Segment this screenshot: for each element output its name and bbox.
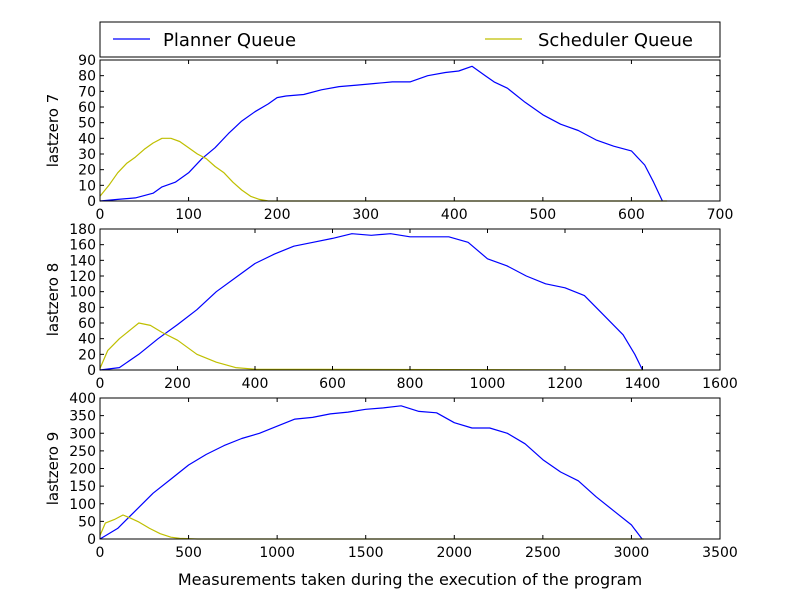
x-tick-label: 0 bbox=[96, 376, 105, 392]
y-tick-label: 250 bbox=[69, 444, 96, 460]
y-tick-label: 20 bbox=[78, 347, 96, 363]
subplots: 0 100 200 300 400 500 600 700010203040506070809… bbox=[44, 53, 738, 561]
y-axis-label: lastzero 8 bbox=[44, 263, 62, 336]
x-tick-label: 700 bbox=[707, 207, 734, 223]
y-axis-label: lastzero 7 bbox=[44, 94, 62, 167]
y-tick-label: 50 bbox=[78, 514, 96, 530]
x-tick-label: 400 bbox=[441, 207, 468, 223]
y-tick-label: 10 bbox=[78, 178, 96, 194]
x-tick-label: 1200 bbox=[547, 376, 583, 392]
x-tick-label: 600 bbox=[319, 376, 346, 392]
y-tick-label: 120 bbox=[69, 269, 96, 285]
x-tick-label: 100 bbox=[175, 207, 202, 223]
x-tick-label: 1400 bbox=[625, 376, 661, 392]
x-tick-label: 0 bbox=[96, 545, 105, 561]
legend-label-scheduler: Scheduler Queue bbox=[538, 30, 693, 51]
y-tick-label: 80 bbox=[78, 300, 96, 316]
series-line-planner bbox=[99, 233, 644, 371]
x-tick-label: 2000 bbox=[436, 545, 472, 561]
y-tick-label: 80 bbox=[78, 69, 96, 85]
x-tick-label: 500 bbox=[175, 545, 202, 561]
x-tick-label: 1600 bbox=[702, 376, 738, 392]
x-tick-label: 1500 bbox=[348, 545, 384, 561]
y-tick-label: 150 bbox=[69, 479, 96, 495]
y-tick-label: 0 bbox=[87, 532, 96, 548]
y-tick-label: 90 bbox=[78, 53, 96, 69]
series-line-planner bbox=[99, 65, 663, 202]
series-line-scheduler bbox=[99, 322, 643, 371]
y-tick-label: 60 bbox=[78, 316, 96, 332]
y-tick-label: 160 bbox=[69, 238, 96, 254]
y-tick-label: 20 bbox=[78, 163, 96, 179]
y-tick-label: 100 bbox=[69, 497, 96, 513]
y-tick-label: 0 bbox=[87, 363, 96, 379]
x-tick-label: 300 bbox=[352, 207, 379, 223]
x-tick-label: 1000 bbox=[470, 376, 506, 392]
x-tick-label: 0 bbox=[96, 207, 105, 223]
series-line-planner bbox=[99, 405, 643, 540]
y-tick-label: 40 bbox=[78, 332, 96, 348]
x-tick-label: 400 bbox=[242, 376, 269, 392]
x-tick-label: 200 bbox=[164, 376, 191, 392]
x-tick-label: 3500 bbox=[702, 545, 738, 561]
x-tick-label: 500 bbox=[529, 207, 556, 223]
x-tick-label: 200 bbox=[264, 207, 291, 223]
y-tick-label: 70 bbox=[78, 84, 96, 100]
x-tick-label: 600 bbox=[618, 207, 645, 223]
y-tick-label: 0 bbox=[87, 194, 96, 210]
plot-frame bbox=[99, 397, 721, 540]
legend: Planner Queue Scheduler Queue bbox=[99, 21, 721, 58]
y-axis-label: lastzero 9 bbox=[44, 432, 62, 505]
y-tick-label: 200 bbox=[69, 462, 96, 478]
series-line-scheduler bbox=[99, 137, 667, 202]
y-tick-label: 50 bbox=[78, 116, 96, 132]
x-tick-label: 2500 bbox=[525, 545, 561, 561]
subplot-3: 0 500 1000 1500 2000 2500 3000 3500050100150200… bbox=[44, 391, 738, 561]
series-line-scheduler bbox=[99, 514, 644, 540]
y-tick-label: 60 bbox=[78, 100, 96, 116]
y-tick-label: 40 bbox=[78, 131, 96, 147]
x-tick-label: 1000 bbox=[259, 545, 295, 561]
subplot-2: 0 200 400 600 800 1000 1200 1400 1600 02040608010… bbox=[44, 222, 738, 392]
subplot-1: 0 100 200 300 400 500 600 700 010203040506070809… bbox=[44, 53, 733, 223]
legend-label-planner: Planner Queue bbox=[163, 30, 296, 51]
y-tick-label: 350 bbox=[69, 409, 96, 425]
x-tick-label: 800 bbox=[397, 376, 424, 392]
plot-frame bbox=[99, 59, 721, 202]
y-tick-label: 100 bbox=[69, 285, 96, 301]
plot-frame bbox=[99, 228, 721, 371]
y-tick-label: 180 bbox=[69, 222, 96, 238]
x-axis-label: Measurements taken during the execution … bbox=[178, 570, 642, 589]
y-tick-label: 300 bbox=[69, 426, 96, 442]
y-tick-label: 400 bbox=[69, 391, 96, 407]
y-tick-label: 140 bbox=[69, 253, 96, 269]
legend-box bbox=[99, 21, 721, 58]
x-tick-label: 3000 bbox=[614, 545, 650, 561]
y-tick-label: 30 bbox=[78, 147, 96, 163]
